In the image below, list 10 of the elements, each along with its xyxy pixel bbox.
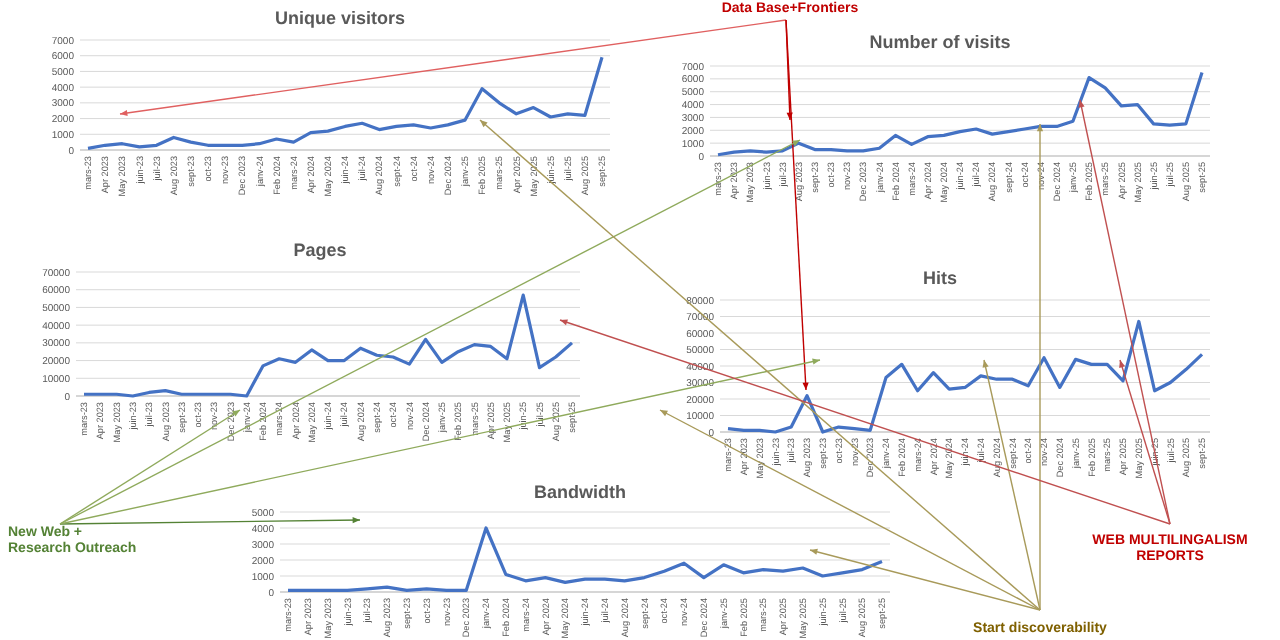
line-series bbox=[82, 293, 574, 398]
chart-title: Bandwidth bbox=[534, 482, 626, 502]
line-series bbox=[286, 526, 884, 592]
chart-title: Unique visitors bbox=[274, 8, 406, 28]
line-series bbox=[86, 55, 604, 151]
line-series bbox=[716, 70, 1204, 157]
chart-title: Hits bbox=[922, 268, 958, 288]
line-series bbox=[726, 319, 1204, 434]
chart-title: Pages bbox=[293, 240, 347, 260]
chart-title: Number of visits bbox=[869, 32, 1011, 52]
